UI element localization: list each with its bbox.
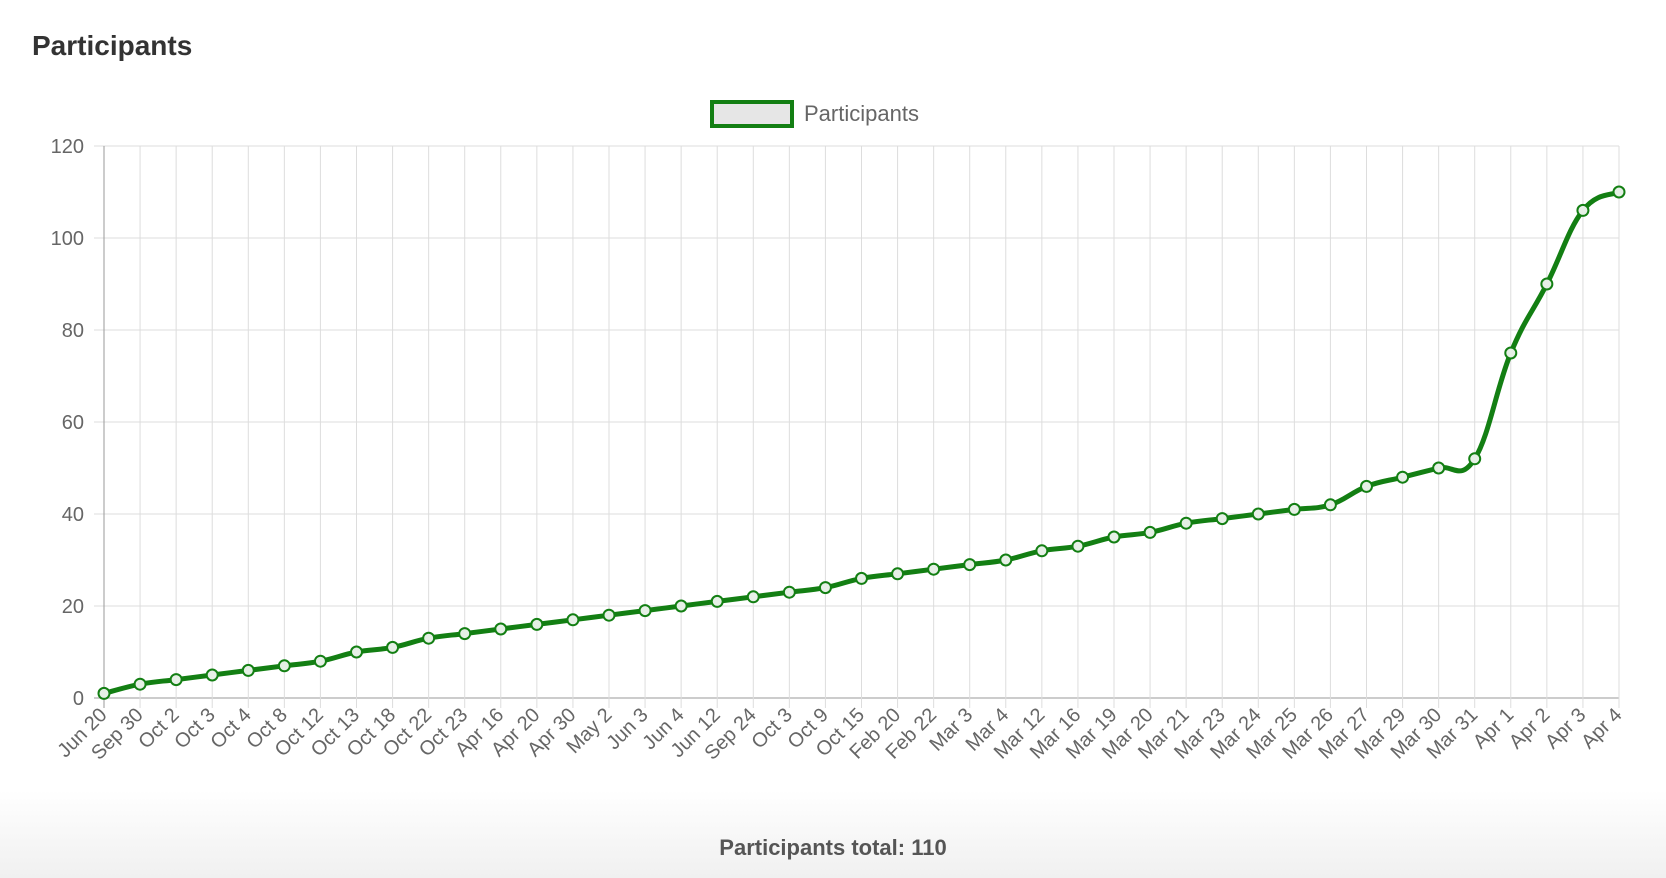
point <box>782 585 796 599</box>
point <box>1107 530 1121 544</box>
point <box>891 567 905 581</box>
point <box>1396 470 1410 484</box>
point <box>1215 512 1229 526</box>
y-tick-label: 40 <box>62 504 84 526</box>
point <box>1287 502 1301 516</box>
point <box>1179 516 1193 530</box>
x-tick-label: Apr 4 <box>1577 704 1626 753</box>
y-tick-label: 80 <box>62 320 84 342</box>
point <box>133 677 147 691</box>
point <box>855 571 868 585</box>
point <box>602 608 616 622</box>
point <box>241 663 255 677</box>
point <box>1035 544 1049 558</box>
point <box>1323 498 1337 512</box>
x-tick-label: Apr 3 <box>1541 704 1590 753</box>
point <box>674 599 688 613</box>
chart-title: Participants <box>32 30 192 61</box>
point <box>1612 185 1626 199</box>
point <box>638 604 652 618</box>
x-tick-label: Oct 3 <box>748 704 797 753</box>
point <box>999 553 1013 567</box>
y-tick-label: 100 <box>51 228 84 250</box>
point <box>746 590 760 604</box>
point <box>386 640 400 654</box>
x-tick-label: Oct 3 <box>170 704 219 753</box>
x-tick-label: Jun 3 <box>602 704 652 754</box>
point <box>350 645 363 659</box>
point <box>1576 203 1590 217</box>
point <box>818 581 832 595</box>
point <box>1143 525 1157 539</box>
y-tick-label: 60 <box>62 412 84 434</box>
point <box>277 659 291 673</box>
point <box>1504 346 1518 360</box>
point <box>566 613 580 627</box>
legend-label: Participants <box>804 101 919 126</box>
x-tick-label: Oct 4 <box>206 704 255 753</box>
legend-swatch <box>710 100 794 128</box>
point <box>97 686 111 700</box>
point <box>205 668 219 682</box>
point <box>458 627 472 641</box>
point <box>927 562 941 576</box>
x-tick-label: Apr 2 <box>1505 704 1554 753</box>
point <box>1432 461 1446 475</box>
y-tick-label: 0 <box>73 688 84 710</box>
y-tick-label: 20 <box>62 596 84 618</box>
footer-band <box>0 790 1666 878</box>
point <box>1251 507 1265 521</box>
footer-total: Participants total: 110 <box>719 835 946 860</box>
point <box>422 631 436 645</box>
point <box>1540 277 1554 291</box>
x-tick-label: Oct 2 <box>134 704 183 753</box>
point <box>494 622 508 636</box>
point <box>530 617 544 631</box>
point <box>313 654 327 668</box>
x-tick-label: Apr 1 <box>1469 704 1518 753</box>
point <box>169 673 183 687</box>
point <box>963 558 977 572</box>
point <box>1071 539 1085 553</box>
point <box>710 594 724 608</box>
point <box>1360 479 1373 493</box>
point <box>1468 452 1482 466</box>
y-tick-label: 120 <box>51 136 84 158</box>
